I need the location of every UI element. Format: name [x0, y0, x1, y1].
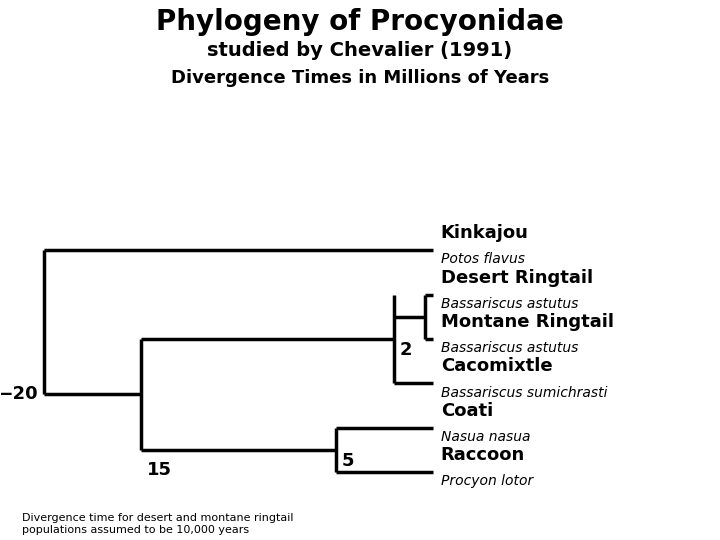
Text: Kinkajou: Kinkajou — [441, 224, 528, 242]
Text: Potos flavus: Potos flavus — [441, 252, 525, 266]
Text: studied by Chevalier (1991): studied by Chevalier (1991) — [207, 40, 513, 59]
Text: ‒20: ‒20 — [0, 386, 37, 403]
Text: Coati: Coati — [441, 402, 493, 420]
Text: Bassariscus astutus: Bassariscus astutus — [441, 297, 578, 311]
Text: Bassariscus sumichrasti: Bassariscus sumichrasti — [441, 386, 607, 400]
Text: Divergence time for desert and montane ringtail
populations assumed to be 10,000: Divergence time for desert and montane r… — [22, 513, 293, 535]
Text: Nasua nasua: Nasua nasua — [441, 430, 531, 444]
Text: 5: 5 — [341, 452, 354, 470]
Text: Desert Ringtail: Desert Ringtail — [441, 268, 593, 287]
Text: 2: 2 — [400, 341, 413, 359]
Text: 15: 15 — [147, 461, 172, 479]
Text: Divergence Times in Millions of Years: Divergence Times in Millions of Years — [171, 69, 549, 87]
Text: Montane Ringtail: Montane Ringtail — [441, 313, 614, 331]
Text: Bassariscus astutus: Bassariscus astutus — [441, 341, 578, 355]
Text: Phylogeny of Procyonidae: Phylogeny of Procyonidae — [156, 8, 564, 36]
Text: Procyon lotor: Procyon lotor — [441, 474, 533, 488]
Text: Cacomixtle: Cacomixtle — [441, 357, 552, 375]
Text: Raccoon: Raccoon — [441, 446, 525, 464]
